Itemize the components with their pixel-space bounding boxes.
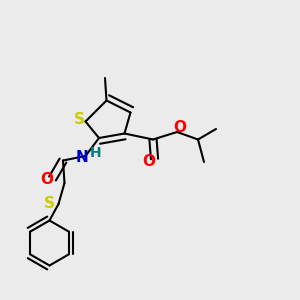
Text: H: H (90, 146, 102, 160)
Text: S: S (74, 112, 84, 128)
Text: O: O (40, 172, 54, 188)
Text: N: N (76, 150, 89, 165)
Text: S: S (44, 196, 55, 211)
Text: O: O (173, 120, 187, 135)
Text: O: O (142, 154, 156, 169)
